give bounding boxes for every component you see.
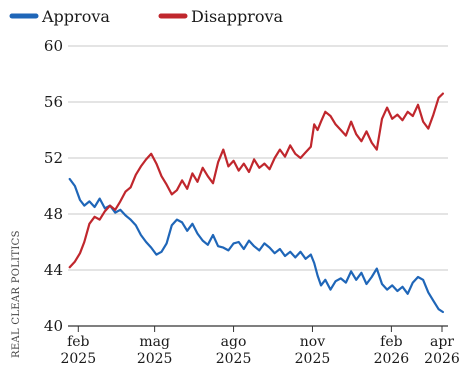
series-line-disapprova [68,92,444,269]
x-tick-label-month: feb [67,334,89,350]
x-tick-label-month: apr [430,334,454,350]
series-line-approva [68,177,444,314]
x-tick-label-year: 2025 [216,351,252,367]
y-tick-label: 48 [44,205,63,223]
y-tick-label: 60 [44,37,63,55]
x-tick-label-year: 2025 [60,351,96,367]
x-axis-ticks: feb2025mag2025ago2025nov2025feb2026apr20… [60,326,460,367]
y-tick-label: 56 [44,93,63,111]
y-tick-label: 44 [44,261,63,279]
x-tick-label-year: 2026 [374,351,410,367]
y-axis-ticks: 40 44 48 52 56 60 [44,37,63,335]
x-tick-label-month: nov [300,334,325,350]
y-tick-label: 52 [44,149,63,167]
legend: Approva Disapprova [9,7,284,26]
x-tick-label-month: ago [221,334,247,350]
legend-label-approva: Approva [41,7,110,26]
x-tick-label-month: mag [139,334,170,350]
legend-label-disapprova: Disapprova [191,7,284,26]
y-tick-label: 40 [44,317,63,335]
x-tick-label-year: 2025 [295,351,331,367]
series-lines [68,92,444,314]
x-tick-label-month: feb [380,334,402,350]
gridlines [68,45,448,327]
x-tick-label-year: 2026 [424,351,460,367]
source-label: REAL CLEAR POLITICS [11,230,22,358]
x-tick-label-year: 2025 [137,351,173,367]
